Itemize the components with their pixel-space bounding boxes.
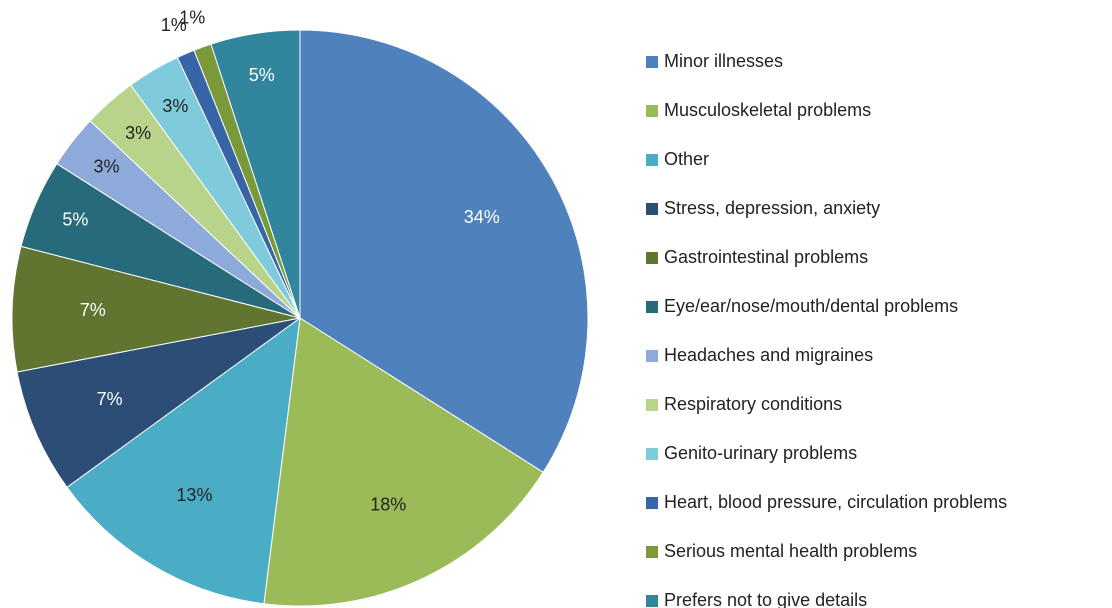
data-label: 3%: [125, 123, 151, 143]
data-label: 34%: [464, 207, 500, 227]
legend-label: Stress, depression, anxiety: [664, 198, 880, 218]
data-label: 7%: [97, 389, 123, 409]
data-label: 5%: [62, 210, 88, 230]
data-label: 3%: [162, 96, 188, 116]
pie-slice: [210, 29, 301, 319]
pie-slice: [299, 29, 589, 474]
data-label: 7%: [80, 300, 106, 320]
legend-label: Genito-urinary problems: [664, 443, 857, 463]
legend-swatch: [646, 546, 658, 558]
legend-label: Other: [664, 149, 709, 169]
pie-slice: [66, 316, 301, 605]
legend-label: Serious mental health problems: [664, 541, 917, 561]
pie-slice: [11, 245, 301, 373]
legend-swatch: [646, 105, 658, 117]
legend-swatch: [646, 252, 658, 264]
legend-swatch: [646, 595, 658, 607]
data-label: 18%: [370, 494, 406, 514]
legend-swatch: [646, 154, 658, 166]
legend-swatch: [646, 301, 658, 313]
legend-swatch: [646, 56, 658, 68]
pie-slice: [263, 317, 544, 607]
data-label: 5%: [249, 65, 275, 85]
legend-swatch: [646, 497, 658, 509]
legend-label: Respiratory conditions: [664, 394, 842, 414]
legend-label: Headaches and migraines: [664, 345, 873, 365]
data-label: 13%: [176, 485, 212, 505]
data-label: 1%: [179, 8, 205, 28]
data-label: 3%: [94, 157, 120, 177]
legend-label: Gastrointestinal problems: [664, 247, 868, 267]
pie-slice: [16, 317, 301, 488]
legend-label: Eye/ear/nose/mouth/dental problems: [664, 296, 958, 316]
legend-label: Musculoskeletal problems: [664, 100, 871, 120]
legend-label: Minor illnesses: [664, 51, 783, 71]
legend-swatch: [646, 448, 658, 460]
legend-label: Heart, blood pressure, circulation probl…: [664, 492, 1007, 512]
legend-swatch: [646, 399, 658, 411]
data-label: 1%: [161, 15, 187, 35]
legend-label: Prefers not to give details: [664, 590, 867, 608]
legend-swatch: [646, 350, 658, 362]
legend-swatch: [646, 203, 658, 215]
